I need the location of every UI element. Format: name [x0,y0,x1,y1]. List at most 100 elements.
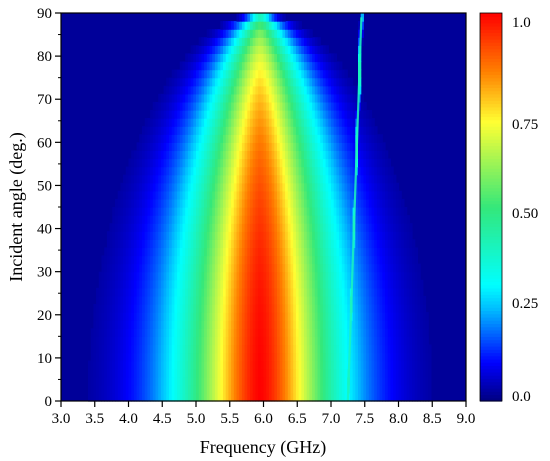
heatmap-cell [150,368,154,378]
heatmap-cell [250,174,254,184]
heatmap-cell [393,384,397,394]
heatmap-cell [277,207,281,216]
heatmap-cell [295,223,300,232]
heatmap-cell [406,304,410,313]
heatmap-cell [163,263,167,273]
heatmap-cell [160,295,165,305]
heatmap-cell [312,69,316,79]
heatmap-cell [182,198,186,208]
heatmap-cell [301,85,305,95]
heatmap-cell [293,231,297,240]
heatmap-cell [152,207,157,216]
heatmap-cell [368,392,373,402]
heatmap-cell [271,263,275,273]
heatmap-cell [231,21,235,30]
heatmap-cell [371,150,375,160]
heatmap-cell [287,158,292,168]
heatmap-cell [193,328,197,337]
heatmap-cell [290,29,294,38]
heatmap-cell [133,328,138,337]
heatmap-cell [185,304,189,313]
heatmap-cell [347,336,351,346]
heatmap-cell [182,231,186,240]
heatmap-cell [209,239,213,249]
heatmap-cell [349,158,354,168]
heatmap-cell [314,279,319,289]
heatmap-cell [274,239,278,249]
heatmap-cell [293,21,297,30]
heatmap-cell [360,223,364,232]
heatmap-cell [304,61,308,71]
heatmap-cell [185,126,189,135]
heatmap-cell [374,182,378,192]
heatmap-cell [198,142,202,152]
heatmap-cell [395,295,400,305]
heatmap-cell [182,263,186,273]
heatmap-cell [136,344,140,354]
heatmap-cell [398,336,402,346]
heatmap-cell [250,182,254,192]
heatmap-cell [258,69,262,79]
heatmap-cell [174,126,178,135]
heatmap-cell [250,101,254,111]
heatmap-cell [206,287,211,297]
heatmap-cell [374,328,378,337]
heatmap-cell [279,344,283,354]
heatmap-cell [293,304,297,313]
heatmap-cell [233,344,238,354]
heatmap-cell [279,45,283,55]
heatmap-cell [171,344,175,354]
heatmap-cell [395,247,400,257]
heatmap-cell [263,182,267,192]
heatmap-cell [252,376,256,386]
heatmap-cell [252,336,256,346]
heatmap-cell [190,223,194,232]
heatmap-cell [142,287,146,297]
heatmap-cell [341,312,346,321]
heatmap-cell [325,69,329,79]
heatmap-cell [298,150,302,160]
heatmap-cell [120,328,124,337]
heatmap-cell [166,215,170,224]
heatmap-cell [174,239,178,249]
heatmap-cell [393,271,397,281]
heatmap-cell [209,376,213,386]
heatmap-cell [358,304,362,313]
heatmap-cell [147,134,151,143]
heatmap-cell [331,360,335,370]
colorbar-segment [480,381,502,386]
heatmap-cell [322,247,327,257]
heatmap-cell [328,247,332,257]
heatmap-cell [285,158,289,168]
heatmap-cell [366,150,370,160]
heatmap-cell [212,368,216,378]
heatmap-cell [193,279,197,289]
heatmap-cell [277,53,281,63]
heatmap-cell [241,126,246,135]
heatmap-cell [147,392,151,402]
heatmap-cell [301,336,305,346]
heatmap-cell [209,61,213,71]
heatmap-cell [155,320,159,329]
heatmap-cell [409,336,413,346]
heatmap-cell [193,53,197,63]
heatmap-cell [306,158,310,168]
heatmap-cell [255,13,259,22]
heatmap-cell [163,304,167,313]
heatmap-cell [358,118,362,127]
heatmap-cell [196,336,200,346]
heatmap-cell [282,190,286,200]
heatmap-cell [368,312,373,321]
heatmap-cell [201,360,205,370]
heatmap-cell [155,279,159,289]
heatmap-cell [398,328,402,337]
heatmap-cell [339,61,343,71]
heatmap-cell [233,182,238,192]
heatmap-cell [328,239,332,249]
heatmap-cell [325,336,329,346]
heatmap-cell [309,118,313,127]
heatmap-cell [263,360,267,370]
heatmap-cell [223,21,227,30]
heatmap-cell [209,392,213,402]
heatmap-cell [390,231,394,240]
